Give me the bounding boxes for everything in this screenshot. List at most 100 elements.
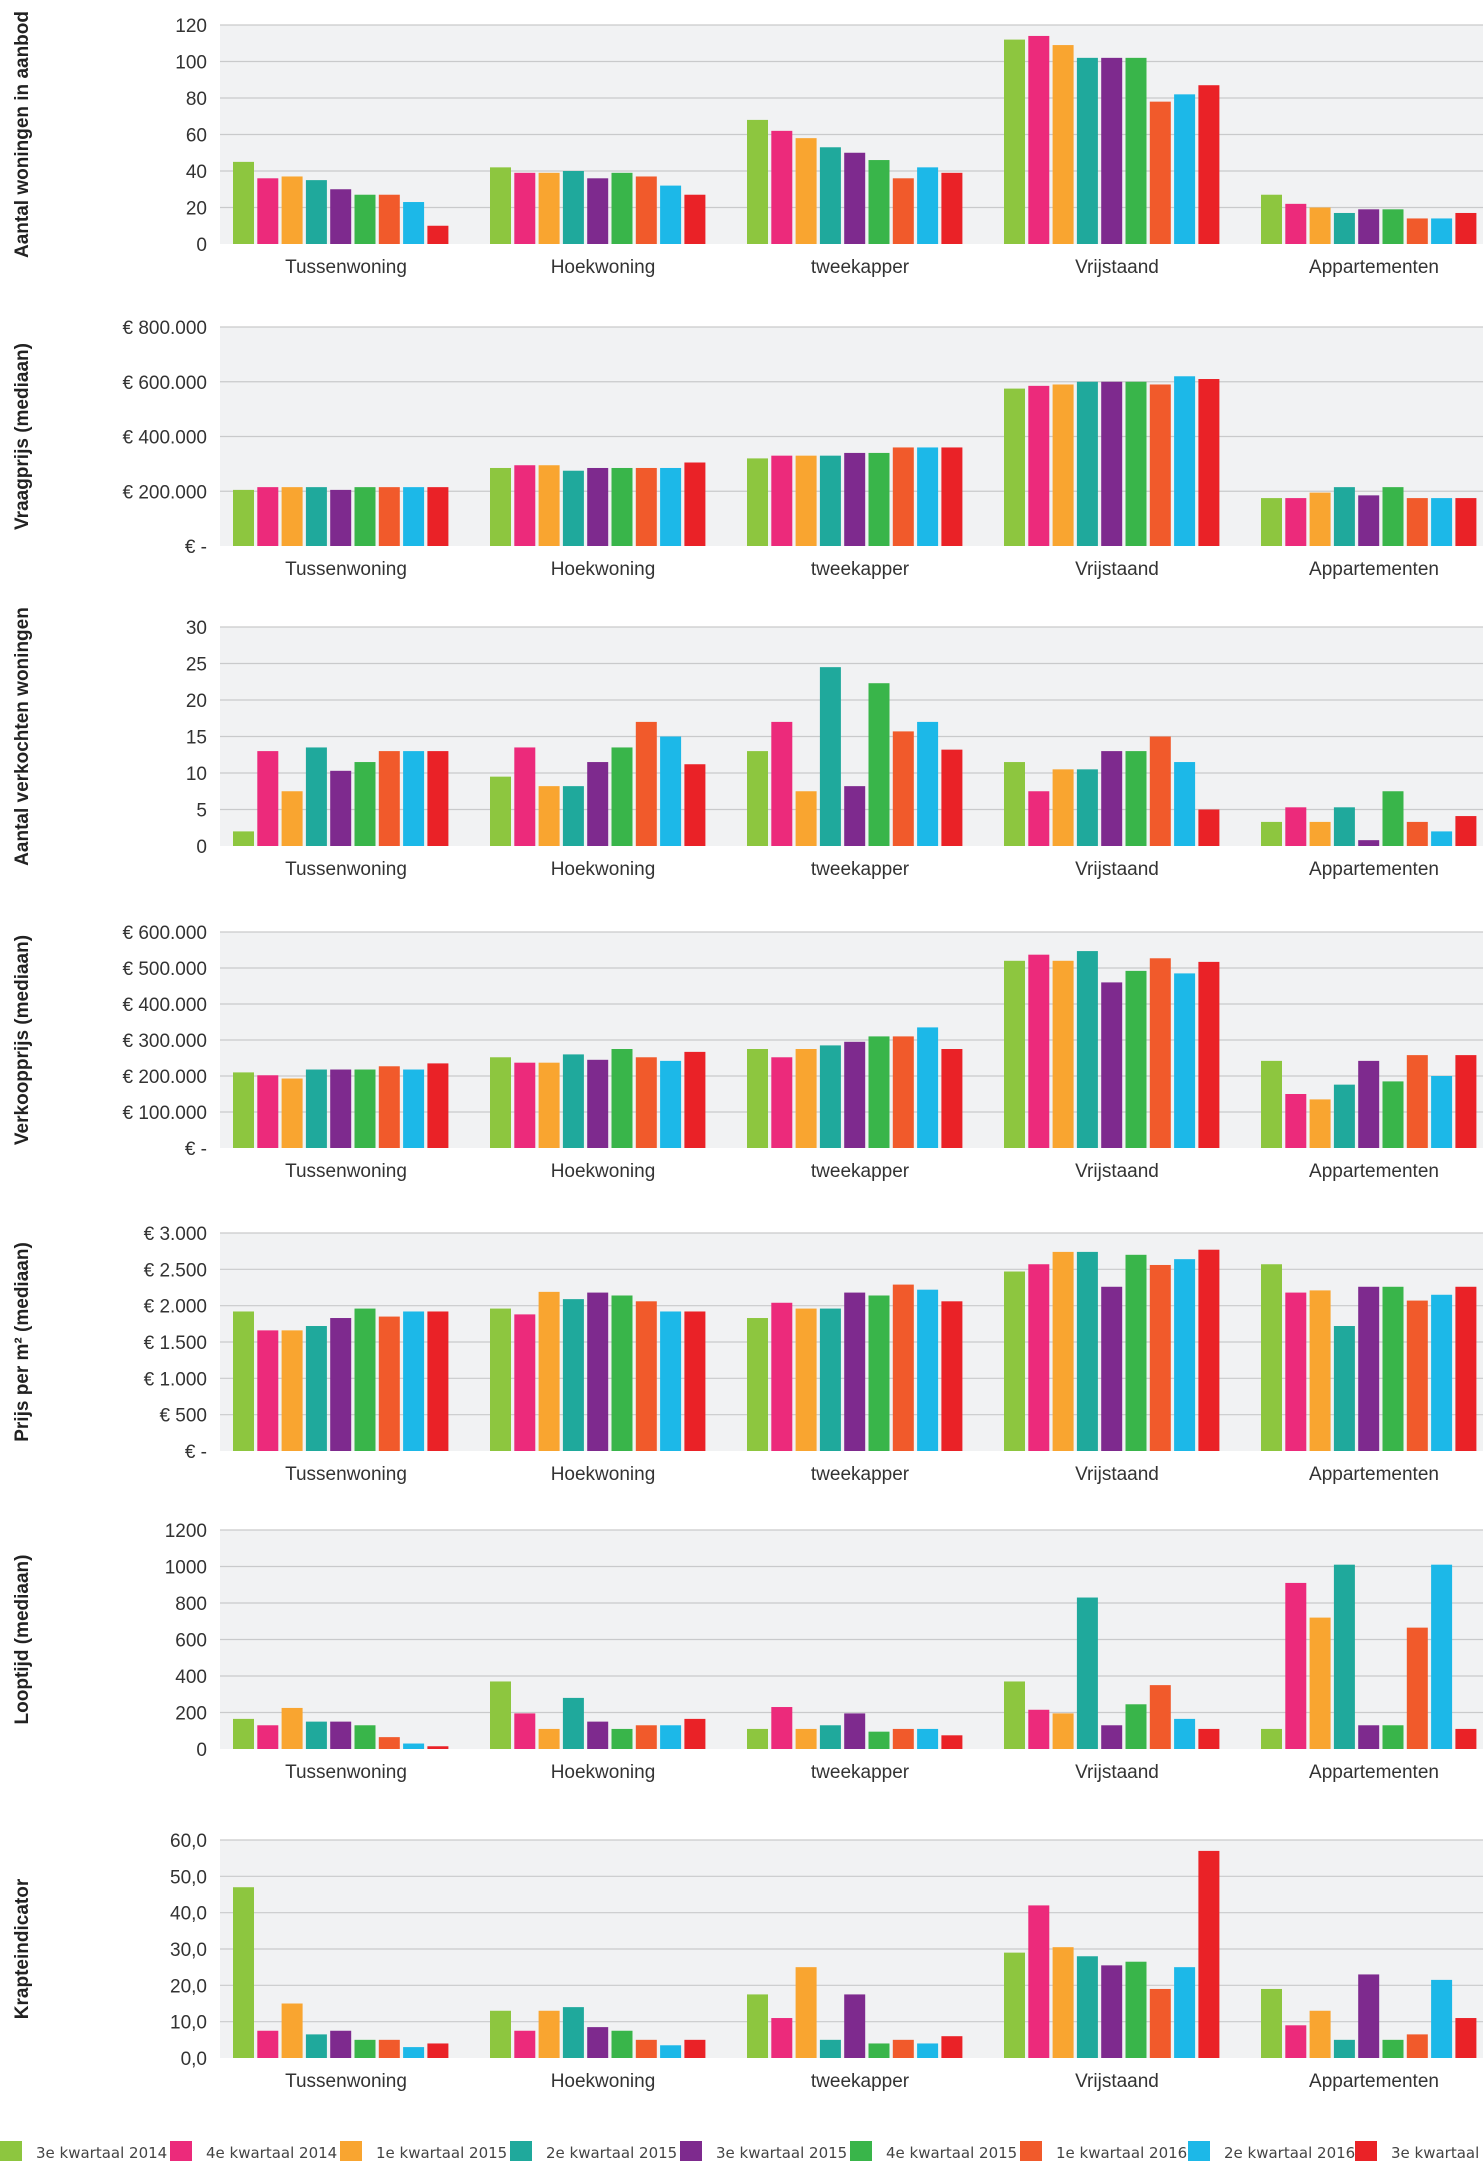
chart-panel-vraagprijs-mediaan: € - € 200.000 € 400.000 € 600.000 € 800.000 V…	[12, 318, 1483, 580]
chart-panel-aantal-verkochten-woningen: 0 5 10 15 20 25 30 Aantal verkochten woningen Tu…	[12, 607, 1483, 880]
bar-1e-kwartaal-2016-vrijstaand	[1149, 736, 1171, 846]
bar-3e-kwartaal-2016-hoekwoning	[684, 194, 706, 244]
legend-swatch	[170, 2141, 192, 2161]
y-tick-label: 100	[175, 53, 207, 74]
bar-4e-kwartaal-2014-appartementen	[1285, 1094, 1307, 1148]
bar-3e-kwartaal-2016-hoekwoning	[684, 2039, 706, 2058]
x-category-label: Vrijstaand	[1075, 2071, 1159, 2092]
bar-3e-kwartaal-2014-tussenwoning	[233, 831, 254, 846]
bar-3e-kwartaal-2014-tussenwoning	[233, 1072, 254, 1148]
bar-3e-kwartaal-2014-tussenwoning	[233, 1718, 254, 1749]
y-tick-label: 1000	[165, 1558, 207, 1579]
bar-4e-kwartaal-2014-vrijstaand	[1028, 1709, 1050, 1749]
bar-3e-kwartaal-2014-vrijstaand	[1004, 762, 1025, 846]
bar-4e-kwartaal-2014-tussenwoning	[257, 487, 279, 546]
bar-4e-kwartaal-2015-tweekapper	[868, 683, 890, 846]
bar-1e-kwartaal-2015-tweekapper	[795, 791, 817, 846]
bar-4e-kwartaal-2015-vrijstaand	[1125, 970, 1147, 1148]
y-axis-label: Krapteindicator	[12, 1878, 33, 2019]
bar-4e-kwartaal-2014-vrijstaand	[1028, 791, 1050, 846]
bar-3e-kwartaal-2015-tussenwoning	[330, 770, 352, 846]
bar-2e-kwartaal-2015-hoekwoning	[562, 1054, 584, 1148]
bar-2e-kwartaal-2016-tweekapper	[917, 1289, 939, 1451]
bar-3e-kwartaal-2016-appartementen	[1455, 1728, 1477, 1749]
bar-1e-kwartaal-2016-tussenwoning	[378, 1737, 400, 1749]
bar-1e-kwartaal-2016-hoekwoning	[635, 176, 657, 244]
y-tick-label: 20	[186, 199, 207, 220]
x-category-label: tweekapper	[811, 859, 910, 880]
bar-1e-kwartaal-2015-appartementen	[1309, 1617, 1331, 1749]
legend-label: 3e kwartaal 2014	[36, 2144, 168, 2162]
bar-1e-kwartaal-2015-tweekapper	[795, 1308, 817, 1451]
bar-4e-kwartaal-2015-tweekapper	[868, 160, 890, 244]
x-category-label: Tussenwoning	[285, 1464, 407, 1485]
bar-2e-kwartaal-2015-tweekapper	[819, 2039, 841, 2058]
bar-3e-kwartaal-2014-appartementen	[1261, 1728, 1282, 1749]
x-category-label: tweekapper	[811, 1161, 910, 1182]
legend-label: 3e kwartaal 2016	[1391, 2144, 1483, 2162]
bar-2e-kwartaal-2015-appartementen	[1333, 1084, 1355, 1148]
bar-3e-kwartaal-2015-appartementen	[1358, 495, 1380, 546]
legend-swatch	[510, 2141, 532, 2161]
bar-2e-kwartaal-2016-tussenwoning	[403, 2047, 425, 2058]
bar-3e-kwartaal-2014-tussenwoning	[233, 161, 254, 244]
bar-3e-kwartaal-2014-vrijstaand	[1004, 960, 1025, 1148]
x-category-label: Tussenwoning	[285, 859, 407, 880]
y-tick-label: € 2.500	[144, 1260, 207, 1281]
y-tick-label: 30	[186, 618, 207, 639]
bar-1e-kwartaal-2015-tussenwoning	[281, 487, 303, 546]
bar-3e-kwartaal-2014-tweekapper	[747, 1728, 768, 1749]
y-tick-label: 10	[186, 764, 207, 785]
bar-1e-kwartaal-2016-tussenwoning	[378, 1066, 400, 1148]
y-tick-label: 50,0	[170, 1867, 207, 1888]
bar-3e-kwartaal-2016-tussenwoning	[427, 1746, 449, 1749]
bar-4e-kwartaal-2015-appartementen	[1382, 1081, 1404, 1148]
bar-2e-kwartaal-2016-vrijstaand	[1174, 973, 1196, 1148]
bar-3e-kwartaal-2015-hoekwoning	[587, 467, 609, 546]
bar-4e-kwartaal-2015-vrijstaand	[1125, 1704, 1147, 1749]
bar-2e-kwartaal-2015-vrijstaand	[1076, 1597, 1098, 1749]
bar-1e-kwartaal-2016-tussenwoning	[378, 2039, 400, 2058]
bar-2e-kwartaal-2016-hoekwoning	[660, 1060, 682, 1148]
bar-4e-kwartaal-2015-hoekwoning	[611, 467, 633, 546]
bar-4e-kwartaal-2014-appartementen	[1285, 1292, 1307, 1451]
bar-3e-kwartaal-2015-appartementen	[1358, 1974, 1380, 2058]
legend-swatch	[1355, 2141, 1377, 2161]
bar-3e-kwartaal-2015-appartementen	[1358, 1725, 1380, 1749]
bar-1e-kwartaal-2015-tussenwoning	[281, 1078, 303, 1148]
bar-3e-kwartaal-2016-vrijstaand	[1198, 1249, 1220, 1451]
x-category-label: Hoekwoning	[551, 1762, 656, 1783]
bar-4e-kwartaal-2015-vrijstaand	[1125, 751, 1147, 846]
bar-3e-kwartaal-2015-tweekapper	[844, 152, 866, 244]
bar-4e-kwartaal-2014-hoekwoning	[514, 465, 536, 546]
bar-4e-kwartaal-2015-tweekapper	[868, 452, 890, 546]
bar-1e-kwartaal-2015-hoekwoning	[538, 465, 560, 546]
bar-3e-kwartaal-2016-tweekapper	[941, 447, 963, 546]
bar-2e-kwartaal-2016-hoekwoning	[660, 1725, 682, 1749]
bar-3e-kwartaal-2016-appartementen	[1455, 816, 1477, 846]
bar-3e-kwartaal-2014-hoekwoning	[490, 2010, 511, 2058]
bar-2e-kwartaal-2016-hoekwoning	[660, 2045, 682, 2058]
y-tick-label: 200	[175, 1704, 207, 1725]
bar-4e-kwartaal-2014-tussenwoning	[257, 1330, 279, 1451]
legend-label: 4e kwartaal 2015	[886, 2144, 1018, 2162]
bar-3e-kwartaal-2015-appartementen	[1358, 840, 1380, 846]
bar-3e-kwartaal-2014-appartementen	[1261, 1264, 1282, 1451]
y-tick-label: € 200.000	[122, 1067, 207, 1088]
bar-1e-kwartaal-2015-tussenwoning	[281, 2003, 303, 2058]
y-tick-label: € 300.000	[122, 1031, 207, 1052]
bar-3e-kwartaal-2015-tweekapper	[844, 452, 866, 546]
bar-2e-kwartaal-2015-tussenwoning	[305, 180, 327, 244]
bar-3e-kwartaal-2014-tussenwoning	[233, 1887, 254, 2058]
bar-3e-kwartaal-2016-vrijstaand	[1198, 961, 1220, 1148]
bar-2e-kwartaal-2016-vrijstaand	[1174, 1967, 1196, 2058]
bar-2e-kwartaal-2015-tussenwoning	[305, 2034, 327, 2058]
legend-swatch	[1020, 2141, 1042, 2161]
chart-panel-looptijd-mediaan: 0 200 400 600 800 1000 1200 Looptijd (mediaan) T…	[12, 1521, 1483, 1783]
bar-3e-kwartaal-2014-appartementen	[1261, 194, 1282, 244]
y-tick-label: € 800.000	[122, 318, 207, 339]
bar-2e-kwartaal-2015-appartementen	[1333, 1564, 1355, 1749]
x-category-label: Tussenwoning	[285, 1762, 407, 1783]
bar-4e-kwartaal-2015-hoekwoning	[611, 1049, 633, 1148]
bar-4e-kwartaal-2014-hoekwoning	[514, 172, 536, 244]
